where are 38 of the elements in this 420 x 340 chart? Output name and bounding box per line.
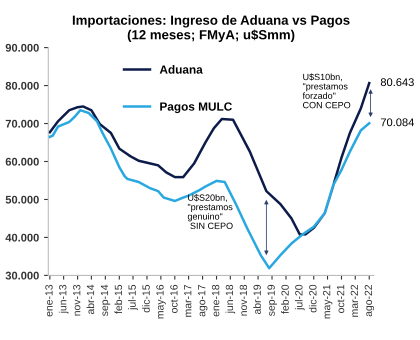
y-tick-label: 90.000 <box>6 44 39 52</box>
x-tick-label: feb-15 <box>114 284 122 314</box>
x-tick-label: jun-13 <box>58 284 68 314</box>
x-tick-label: oct-21 <box>336 284 344 313</box>
y-tick-label: 30.000 <box>6 272 39 280</box>
x-tick-label: jul-15 <box>128 284 138 310</box>
annotation: U$S20bn, "prestamos genuino" SIN CEPO <box>188 194 233 230</box>
x-tick-label: ago-17 <box>198 284 208 316</box>
y-tick-label: 80.000 <box>6 82 39 90</box>
y-tick-label: 40.000 <box>5 234 39 242</box>
y-tick-label: 60.000 <box>6 158 39 166</box>
y-tick-label: 50.000 <box>6 196 39 204</box>
x-tick-label: dic-20 <box>308 284 317 312</box>
x-tick-label: jul-20 <box>294 284 305 310</box>
x-tick-label: sep-19 <box>267 284 277 316</box>
x-tick-label: nov-18 <box>240 284 248 316</box>
x-tick-label: ene-13 <box>45 284 53 316</box>
x-tick-label: ago-22 <box>364 284 374 316</box>
x-tick-label: nov-13 <box>73 284 80 316</box>
x-tick-label: sep-14 <box>100 284 110 316</box>
annotation: 80.643 <box>380 78 414 86</box>
x-tick-label: mar-17 <box>184 284 192 317</box>
chart-title: Importaciones: Ingreso de Aduana vs Pagos (12 meses; FMyA; u$Smm) <box>72 15 350 42</box>
x-tick-label: may-16 <box>156 284 166 318</box>
legend-label: Pagos MULC <box>160 102 232 114</box>
x-tick-label: dic-15 <box>142 284 150 312</box>
x-tick-label: may-21 <box>322 284 332 318</box>
y-tick-label: 70.000 <box>6 120 39 128</box>
annotation: 70.084 <box>380 118 414 126</box>
x-tick-label: abr-14 <box>86 284 94 314</box>
x-tick-label: jun-18 <box>225 284 236 314</box>
x-tick-label: oct-16 <box>170 284 178 313</box>
x-tick-label: ene-18 <box>212 284 220 316</box>
x-tick-label: abr-19 <box>253 284 261 314</box>
legend-label: Aduana <box>160 65 203 74</box>
x-tick-label: mar-22 <box>350 284 358 317</box>
x-tick-label: feb-20 <box>281 284 289 314</box>
annotation: U$S10bn, "prestamos forzado" CON CEPO <box>302 73 350 108</box>
